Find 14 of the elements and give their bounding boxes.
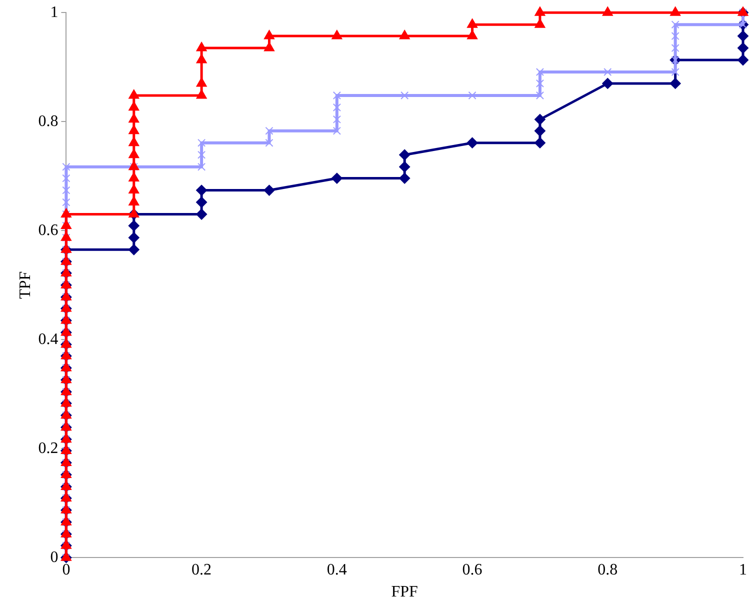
x-tick-label: 0.8 xyxy=(598,561,618,578)
x-axis-title: FPF xyxy=(391,584,418,601)
y-tick-label: 1 xyxy=(50,4,58,21)
y-tick-label: 0.2 xyxy=(38,440,58,457)
y-axis-title: TPF xyxy=(16,271,34,299)
y-tick-label: 0 xyxy=(50,548,58,566)
x-tick-label: 0.2 xyxy=(192,561,212,578)
x-tick-label: 1 xyxy=(739,561,747,578)
x-tick-label: 0 xyxy=(62,561,70,578)
y-tick-label: 0.6 xyxy=(38,222,58,239)
y-tick-label: 0.4 xyxy=(38,330,58,348)
x-tick-label: 0.4 xyxy=(326,561,347,578)
y-tick-label: 0.8 xyxy=(38,112,58,130)
x-tick-label: 0.6 xyxy=(462,561,482,578)
